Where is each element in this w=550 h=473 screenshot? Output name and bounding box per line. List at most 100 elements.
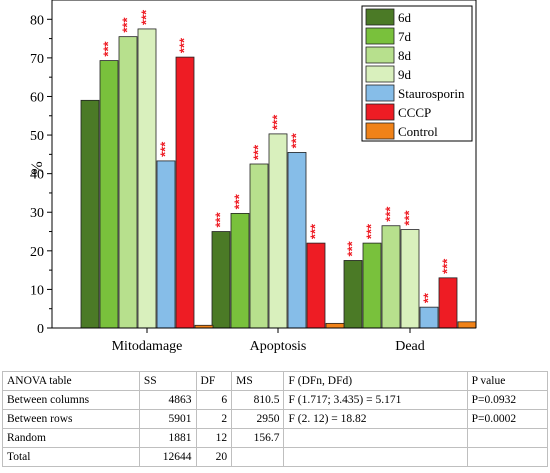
bar bbox=[99, 60, 119, 329]
x-tick-label: Dead bbox=[395, 339, 425, 354]
bar bbox=[438, 277, 458, 329]
bar bbox=[268, 133, 288, 329]
significance-mark: *** bbox=[212, 211, 227, 227]
significance-mark: *** bbox=[269, 114, 284, 130]
y-tick-label: 10 bbox=[30, 283, 44, 298]
legend-label: 9d bbox=[398, 67, 412, 82]
anova-header-cell: SS bbox=[138, 371, 197, 391]
significance-mark: *** bbox=[119, 17, 134, 33]
significance-mark: *** bbox=[157, 141, 172, 157]
anova-cell: 156.7 bbox=[231, 428, 285, 448]
legend-swatch bbox=[365, 103, 395, 121]
anova-cell bbox=[466, 447, 549, 467]
legend-swatch bbox=[365, 65, 395, 83]
anova-cell: Between columns bbox=[2, 390, 140, 410]
significance-mark: *** bbox=[288, 132, 303, 148]
significance-mark: *** bbox=[344, 240, 359, 256]
anova-row: Between rows 5901 2 2950 F (2. 12) = 18.… bbox=[2, 409, 549, 429]
legend-swatch bbox=[365, 122, 395, 140]
bar bbox=[325, 322, 345, 329]
bar bbox=[343, 260, 363, 329]
anova-cell bbox=[283, 447, 468, 467]
y-tick-label: 80 bbox=[30, 13, 44, 28]
significance-mark: *** bbox=[382, 206, 397, 222]
y-tick-label: 50 bbox=[30, 129, 44, 144]
bar bbox=[381, 225, 401, 329]
significance-mark: *** bbox=[100, 40, 115, 56]
x-tick-label: Apoptosis bbox=[250, 339, 307, 354]
legend-swatch bbox=[365, 8, 395, 26]
legend-label: Staurosporin bbox=[398, 86, 465, 101]
anova-cell: 810.5 bbox=[231, 390, 285, 410]
y-tick-label: 20 bbox=[30, 245, 44, 260]
y-axis-label: % bbox=[29, 161, 46, 174]
y-tick-label: 30 bbox=[30, 206, 44, 221]
anova-cell bbox=[231, 447, 285, 467]
y-tick-label: 40 bbox=[30, 168, 44, 183]
anova-header-cell: ANOVA table bbox=[2, 371, 140, 391]
legend-label: 6d bbox=[398, 10, 412, 25]
legend-label: CCCP bbox=[398, 105, 431, 120]
anova-cell: Random bbox=[2, 428, 140, 448]
significance-mark: *** bbox=[231, 193, 246, 209]
anova-header-cell: MS bbox=[231, 371, 285, 391]
bar bbox=[137, 28, 157, 329]
anova-cell: 12644 bbox=[138, 447, 197, 467]
legend-label: 7d bbox=[398, 29, 412, 44]
bar bbox=[175, 56, 195, 329]
anova-cell: 12 bbox=[195, 428, 233, 448]
anova-header-cell: F (DFn, DFd) bbox=[283, 371, 468, 391]
legend-swatch bbox=[365, 46, 395, 64]
bar bbox=[362, 242, 382, 329]
bar bbox=[419, 306, 439, 329]
anova-header-cell: DF bbox=[195, 371, 233, 391]
anova-cell: P=0.0002 bbox=[466, 409, 549, 429]
bar bbox=[306, 242, 326, 329]
significance-mark: *** bbox=[138, 9, 153, 25]
legend-swatch bbox=[365, 27, 395, 45]
anova-cell: P=0.0932 bbox=[466, 390, 549, 410]
y-tick-label: 60 bbox=[30, 90, 44, 105]
bar bbox=[80, 99, 100, 329]
significance-mark: *** bbox=[363, 223, 378, 239]
bar bbox=[230, 212, 250, 329]
anova-cell bbox=[466, 428, 549, 448]
anova-cell: 2950 bbox=[231, 409, 285, 429]
significance-mark: *** bbox=[307, 223, 322, 239]
anova-header-row: ANOVA table SS DF MS F (DFn, DFd) P valu… bbox=[2, 371, 549, 391]
anova-cell: Between rows bbox=[2, 409, 140, 429]
anova-cell: 1881 bbox=[138, 428, 197, 448]
anova-table: ANOVA table SS DF MS F (DFn, DFd) P valu… bbox=[2, 371, 549, 467]
anova-cell: F (2. 12) = 18.82 bbox=[283, 409, 468, 429]
anova-cell: 2 bbox=[195, 409, 233, 429]
bar-chart: ****************************************… bbox=[29, 0, 477, 354]
anova-cell: F (1.717; 3.435) = 5.171 bbox=[283, 390, 468, 410]
bar bbox=[156, 160, 176, 329]
bar bbox=[211, 231, 231, 329]
bar bbox=[400, 229, 420, 329]
bar bbox=[118, 36, 138, 329]
anova-cell: 20 bbox=[195, 447, 233, 467]
anova-cell: Total bbox=[2, 447, 140, 467]
anova-cell: 6 bbox=[195, 390, 233, 410]
x-tick-label: Mitodamage bbox=[112, 339, 183, 354]
significance-mark: *** bbox=[250, 144, 265, 160]
y-tick-label: 0 bbox=[37, 322, 44, 337]
anova-row: Random 1881 12 156.7 bbox=[2, 428, 549, 448]
significance-mark: *** bbox=[401, 209, 416, 225]
anova-row: Total 12644 20 bbox=[2, 447, 549, 467]
anova-cell: 4863 bbox=[138, 390, 197, 410]
y-tick-label: 70 bbox=[30, 52, 44, 67]
significance-mark: ** bbox=[420, 292, 435, 303]
anova-header-cell: P value bbox=[466, 371, 549, 391]
bar bbox=[249, 163, 269, 329]
legend-swatch bbox=[365, 84, 395, 102]
bar bbox=[457, 321, 477, 329]
anova-cell: 5901 bbox=[138, 409, 197, 429]
legend-label: Control bbox=[398, 124, 438, 139]
anova-row: Between columns 4863 6 810.5 F (1.717; 3… bbox=[2, 390, 549, 410]
significance-mark: *** bbox=[439, 258, 454, 274]
legend-label: 8d bbox=[398, 48, 412, 63]
bar bbox=[287, 152, 307, 329]
anova-cell bbox=[283, 428, 468, 448]
